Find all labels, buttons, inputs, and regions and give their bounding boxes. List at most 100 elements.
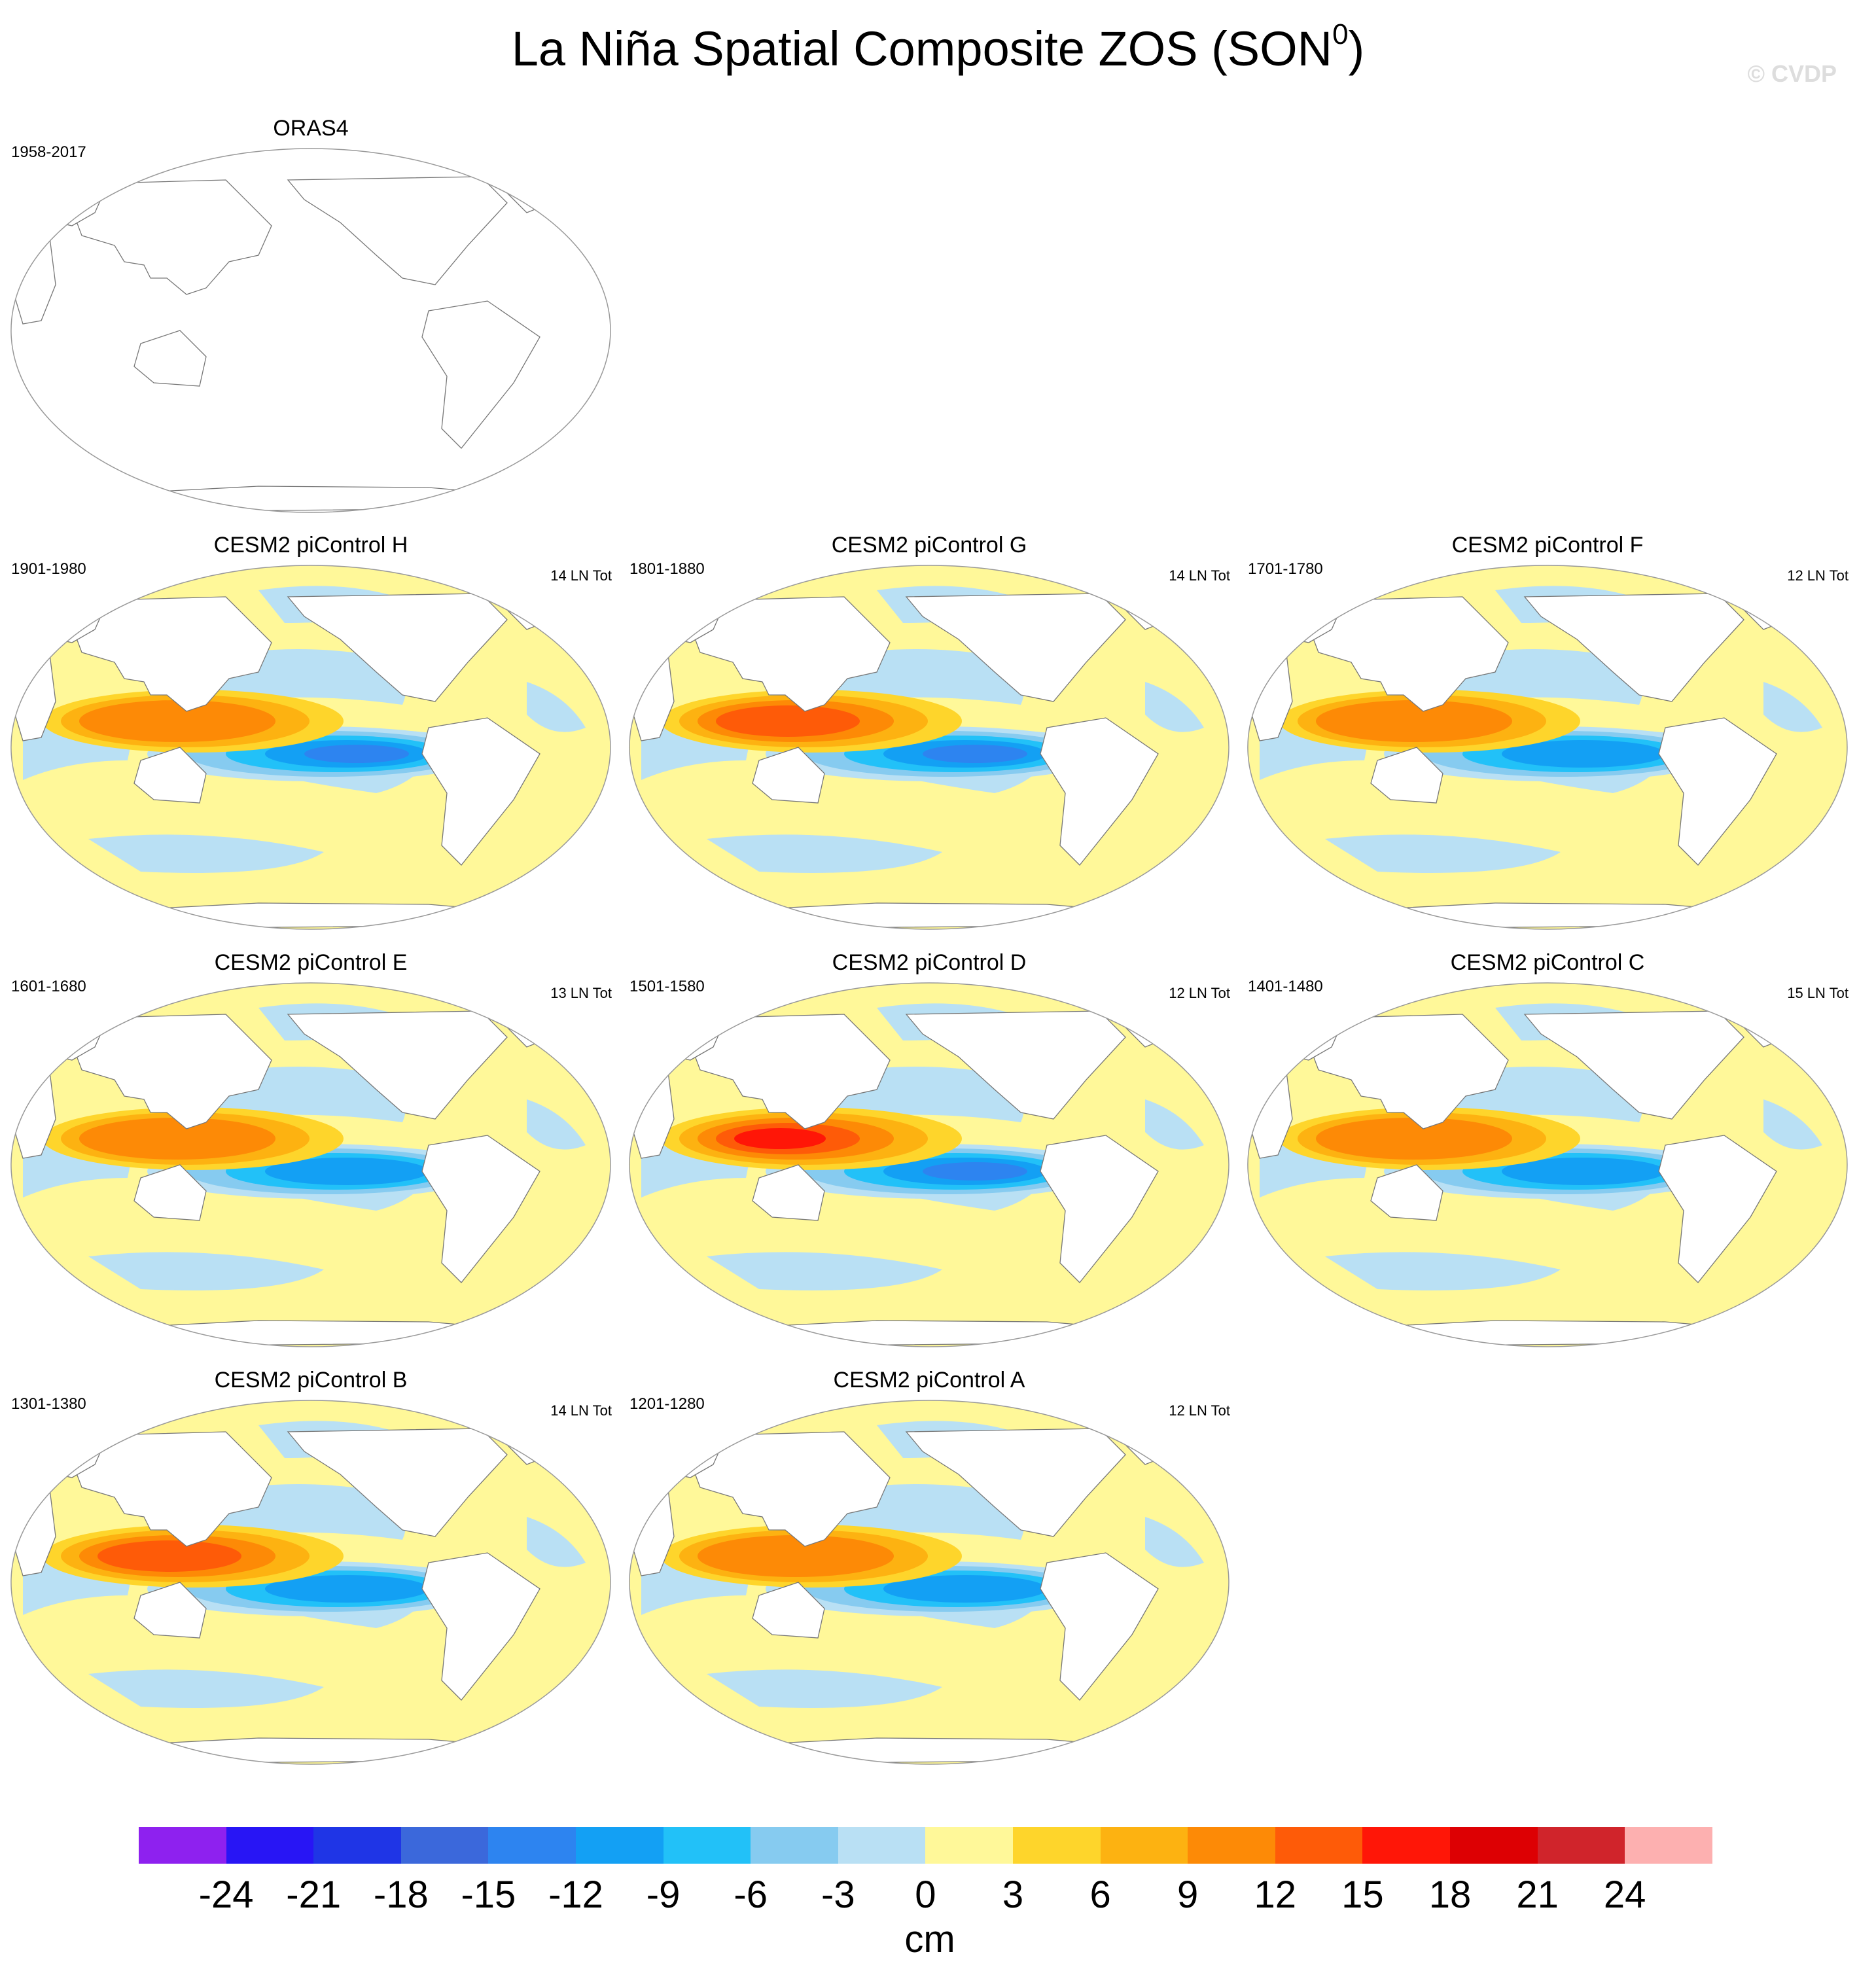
land-samerica [421, 1552, 540, 1701]
land-namerica [905, 1428, 1126, 1537]
colorbar-tick-label: 15 [1341, 1873, 1384, 1916]
colorbar-tick-label: -24 [198, 1873, 254, 1916]
panel-event-count: 14 LN Tot [550, 567, 612, 584]
land-asia [690, 1014, 891, 1129]
colorbar-swatch [226, 1827, 314, 1864]
warm-pool-contour [734, 1128, 826, 1149]
map-e [10, 982, 611, 1347]
cold-tongue-contour [923, 745, 1027, 763]
land-antarctica [107, 486, 522, 512]
colorbar-tick-label: 12 [1254, 1873, 1297, 1916]
negative-anomaly-region [1145, 1517, 1204, 1567]
colorbar-tick-label: -6 [734, 1873, 768, 1916]
colorbar-tick-label: 9 [1177, 1873, 1199, 1916]
map-outline [10, 982, 611, 1347]
negative-anomaly-region [527, 1517, 586, 1567]
colorbar-tick-label: 0 [915, 1873, 936, 1916]
colorbar-tick-label: 6 [1089, 1873, 1111, 1916]
negative-anomaly-region [88, 1252, 324, 1290]
panel-event-count: 14 LN Tot [1169, 567, 1230, 584]
colorbar-swatch [1537, 1827, 1625, 1864]
cold-tongue-contour [923, 1162, 1027, 1181]
map-h [10, 565, 611, 930]
cvdp-watermark: © CVDP [1747, 60, 1837, 87]
land-australia [133, 1164, 207, 1221]
colorbar-swatch [1362, 1827, 1451, 1864]
map-c [1247, 982, 1848, 1347]
map-outline [629, 1400, 1230, 1765]
land-asia [71, 179, 272, 295]
panel-title: CESM2 piControl H [213, 533, 408, 558]
figure-title-text: La Niña Spatial Composite ZOS (SON [511, 22, 1333, 76]
land-australia [1370, 747, 1443, 804]
land-namerica [905, 1010, 1126, 1120]
negative-anomaly-region [1325, 1252, 1561, 1290]
colorbar-tick-label: -15 [461, 1873, 516, 1916]
colorbar-swatch [1275, 1827, 1363, 1864]
land-australia [133, 330, 207, 387]
colorbar-tick-label: 18 [1428, 1873, 1472, 1916]
land-samerica [1040, 1552, 1159, 1701]
colorbar-swatch [1013, 1827, 1101, 1864]
panel-title: CESM2 piControl E [214, 950, 408, 975]
panel-event-count: 12 LN Tot [1787, 567, 1849, 584]
land-australia [1370, 1164, 1443, 1221]
negative-anomaly-region [88, 834, 324, 873]
land-australia [752, 1164, 825, 1221]
panel-event-count: 12 LN Tot [1169, 1402, 1230, 1419]
map-d [629, 982, 1230, 1347]
land-asia [1308, 1014, 1509, 1129]
land-samerica [421, 717, 540, 866]
colorbar-swatch [576, 1827, 664, 1864]
cold-tongue-contour [1502, 1158, 1665, 1185]
land-samerica [421, 1135, 540, 1283]
panel-years: 1801-1880 [629, 560, 705, 578]
colorbar-tick-label: -21 [286, 1873, 342, 1916]
negative-anomaly-region [1145, 682, 1204, 732]
panel-years: 1501-1580 [629, 978, 705, 995]
map-f [1247, 565, 1848, 930]
map-oras4 [10, 148, 611, 513]
panel-years: 1301-1380 [11, 1395, 86, 1413]
colorbar-units: cm [904, 1918, 955, 1961]
land-asia [1308, 596, 1509, 712]
panel-title: ORAS4 [273, 116, 349, 141]
colorbar-tick-label: 3 [1002, 1873, 1024, 1916]
negative-anomaly-region [527, 682, 586, 732]
colorbar-swatch [1450, 1827, 1538, 1864]
panel-years: 1201-1280 [629, 1395, 705, 1413]
land-asia [690, 1431, 891, 1547]
panel-event-count: 15 LN Tot [1787, 985, 1849, 1001]
map-outline [10, 1400, 611, 1765]
negative-anomaly-region [707, 1252, 942, 1290]
land-namerica [1523, 593, 1744, 702]
colorbar-swatch [1188, 1827, 1276, 1864]
colorbar-tick-label: -18 [373, 1873, 429, 1916]
map-outline [1247, 982, 1848, 1347]
land-samerica [421, 300, 540, 449]
cold-tongue-contour [1502, 740, 1665, 768]
map-outline [629, 565, 1230, 930]
map-outline [1247, 565, 1848, 930]
land-namerica [287, 1010, 508, 1120]
figure-title: La Niña Spatial Composite ZOS (SON0) [0, 18, 1876, 77]
panel-years: 1958-2017 [11, 143, 86, 161]
panel-event-count: 14 LN Tot [550, 1402, 612, 1419]
land-asia [71, 596, 272, 712]
figure-title-superscript: 0 [1332, 18, 1349, 50]
map-a [629, 1400, 1230, 1765]
colorbar-tick-label: -3 [821, 1873, 855, 1916]
negative-anomaly-region [527, 1099, 586, 1150]
land-asia [71, 1014, 272, 1129]
panel-title: CESM2 piControl G [831, 533, 1027, 558]
land-namerica [1523, 1010, 1744, 1120]
map-b [10, 1400, 611, 1765]
colorbar-swatch [313, 1827, 402, 1864]
colorbar-swatch [1100, 1827, 1188, 1864]
colorbar-swatch [488, 1827, 576, 1864]
negative-anomaly-region [707, 1669, 942, 1708]
colorbar-tick-label: -12 [548, 1873, 603, 1916]
negative-anomaly-region [1763, 1099, 1822, 1150]
colorbar-swatch [751, 1827, 839, 1864]
cold-tongue-contour [265, 1158, 429, 1185]
